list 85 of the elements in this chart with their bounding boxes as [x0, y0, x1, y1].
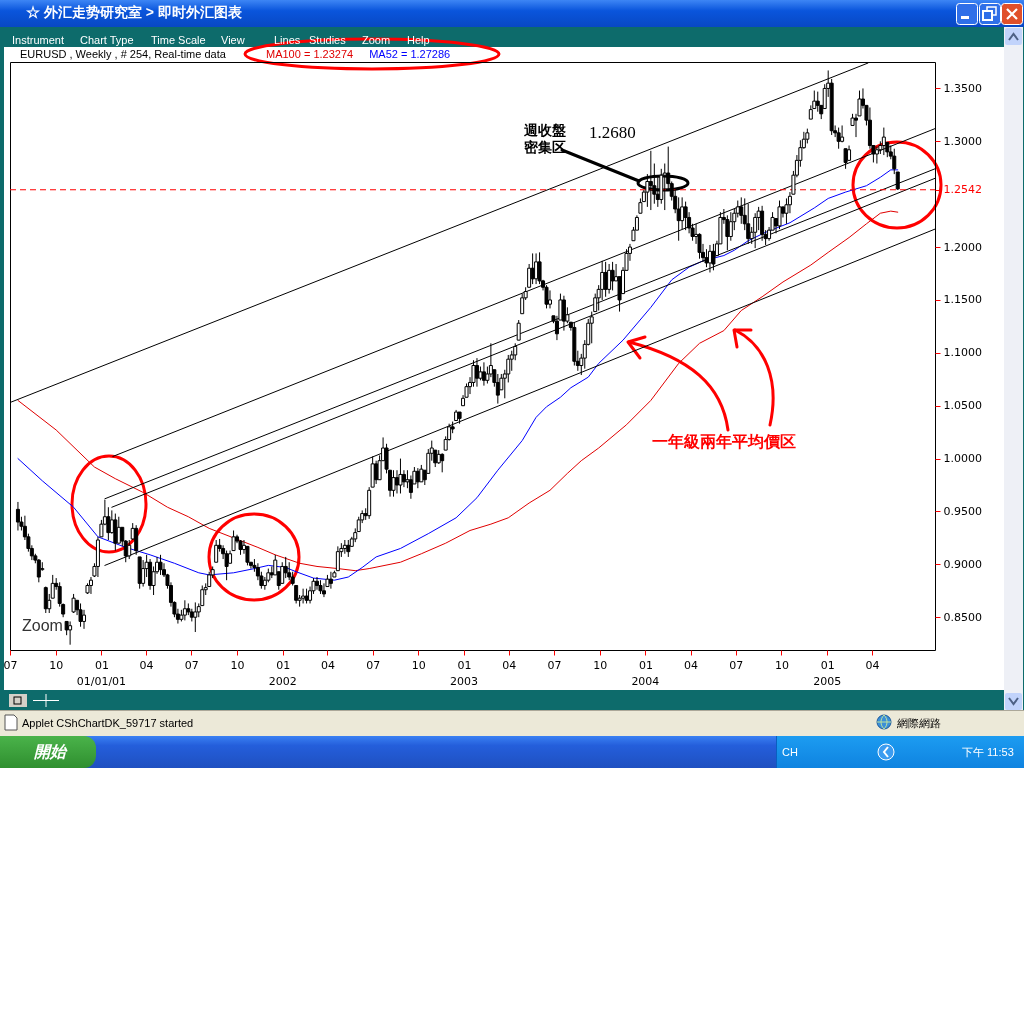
candlestick — [315, 576, 320, 591]
candlestick — [840, 124, 845, 143]
candlestick — [516, 319, 521, 341]
x-tick-label: 04 — [502, 658, 517, 672]
text: Studies — [309, 34, 346, 46]
x-tick-label: 04 — [139, 658, 154, 672]
x-tick-label: 04 — [865, 658, 880, 672]
text: 網際網路 — [897, 715, 941, 731]
candlestick — [141, 559, 146, 588]
y-tick-label: 1.2542 — [943, 183, 982, 197]
text: MA100 = 1.23274 — [266, 47, 354, 60]
text: Help — [407, 34, 430, 46]
text: ☆ 外汇走势研究室 > 即时外汇图表 — [26, 4, 242, 22]
candlestick — [127, 539, 132, 560]
x-tick-label: 10 — [49, 658, 64, 672]
candlestick — [321, 582, 326, 598]
candlestick — [711, 243, 716, 271]
x-tick-label: 10 — [593, 658, 608, 672]
y-tick-label: 0.9500 — [943, 504, 982, 518]
chart-title: EURUSD , Weekly , # 254, Real-time data — [20, 47, 227, 60]
x-tick-label: 01 — [638, 658, 653, 672]
y-tick-label: 1.2000 — [943, 240, 982, 254]
x-tick-label: 10 — [230, 658, 245, 672]
candlestick — [537, 251, 542, 285]
x-tick-label: 07 — [184, 658, 199, 672]
y-tick-label: 0.9000 — [943, 557, 982, 571]
candlestick — [760, 205, 765, 242]
annotation: Zoom — [22, 617, 63, 635]
candlestick — [43, 586, 48, 614]
text: Chart Type — [80, 34, 134, 46]
text: 2004 — [631, 674, 660, 688]
x-tick-label: 10 — [775, 658, 789, 672]
text: 2003 — [450, 674, 479, 688]
candlestick — [728, 211, 733, 242]
y-tick-label: 1.1000 — [943, 346, 982, 360]
text: 開始 — [34, 741, 66, 762]
candlestick — [82, 609, 87, 630]
x-tick-label: 07 — [547, 658, 562, 672]
x-tick-label: 04 — [684, 658, 699, 672]
text: 2002 — [268, 674, 297, 688]
candlestick — [648, 150, 653, 211]
y-tick-label: 1.3000 — [943, 134, 982, 148]
x-tick-label: 01 — [820, 658, 835, 672]
candlestick — [113, 513, 118, 552]
text: Instrument — [12, 34, 64, 46]
candlestick — [603, 261, 608, 298]
y-tick-label: 1.0000 — [943, 452, 982, 466]
text: View — [221, 34, 245, 46]
text: 下午 11:53 — [962, 744, 1014, 760]
candlestick — [589, 311, 594, 344]
annotation: 一年級兩年平均價区 — [652, 431, 796, 453]
text: Applet CShChartDK_59717 started — [22, 717, 194, 729]
text: Zoom — [362, 34, 391, 46]
candlestick — [440, 452, 445, 473]
candlestick — [548, 289, 552, 309]
y-tick-label: 1.1500 — [943, 293, 982, 307]
annotation: 1.2680 — [589, 123, 636, 143]
text: CH — [782, 746, 798, 758]
candlestick — [106, 506, 111, 541]
candlestick — [530, 252, 535, 285]
candlestick — [398, 458, 403, 494]
candlestick — [843, 148, 848, 170]
x-tick-label: 07 — [729, 658, 744, 672]
text: MA52 = 1.27286 — [369, 47, 451, 60]
candlestick — [544, 284, 549, 309]
candlestick — [78, 602, 83, 628]
x-tick-label: 04 — [320, 658, 335, 672]
candlestick — [836, 127, 841, 150]
text: 01/01/01 — [76, 674, 127, 688]
x-tick-label: 07 — [3, 658, 18, 672]
candlestick — [280, 561, 285, 584]
y-tick-label: 0.8500 — [943, 610, 982, 624]
y-tick-label: 1.0500 — [943, 399, 982, 413]
x-tick-label: 07 — [366, 658, 381, 672]
candlestick — [683, 201, 688, 231]
x-tick-label: 01 — [94, 658, 109, 672]
x-tick-label: 10 — [411, 658, 426, 672]
y-tick-label: 1.3500 — [943, 81, 982, 95]
text: Time Scale — [151, 34, 206, 46]
candlestick — [610, 261, 615, 291]
text: 2005 — [813, 674, 842, 688]
candlestick — [391, 469, 396, 498]
annotation: 週收盤 — [524, 122, 566, 140]
x-tick-label: 01 — [457, 658, 472, 672]
x-tick-label: 01 — [276, 658, 291, 672]
